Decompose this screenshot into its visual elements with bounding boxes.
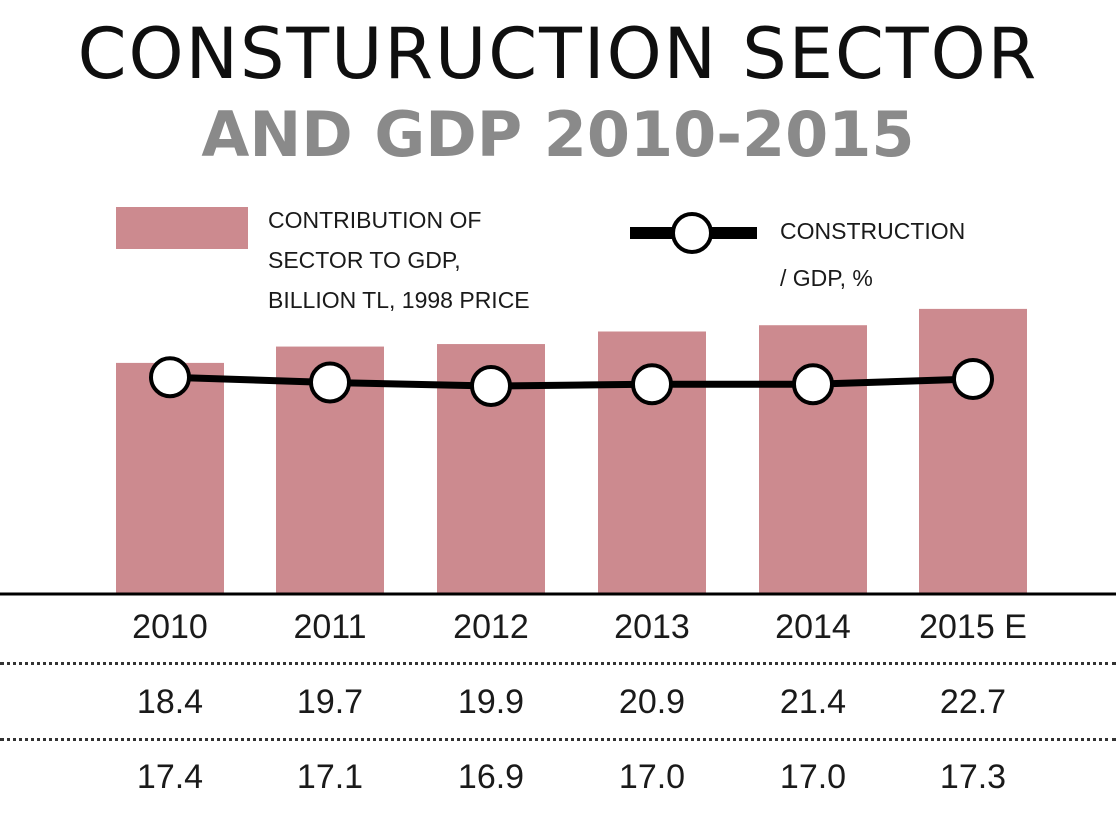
series-line-construction-gdp [169, 373, 974, 390]
legend-bar-label-line1: CONTRIBUTION OF [268, 207, 482, 233]
line-marker-2013 [631, 363, 673, 406]
table-value-share: 16.9 [458, 758, 524, 796]
x-tick-label: 2015 E [919, 608, 1027, 646]
line-marker-2011 [309, 361, 351, 404]
line-marker-2012 [470, 365, 512, 407]
table-value-share: 17.3 [940, 758, 1006, 796]
chart-title: CONSTURUCTION SECTOR [77, 13, 1039, 95]
legend-line-label-line2: / GDP, % [780, 265, 873, 291]
chart-subtitle: AND GDP 2010-2015 [201, 98, 915, 171]
x-tick-label: 2012 [453, 608, 529, 646]
table-value-contribution: 22.7 [940, 683, 1006, 721]
bar-2015-E [919, 308, 1027, 594]
table-value-contribution: 20.9 [619, 683, 685, 721]
table-value-contribution: 18.4 [137, 683, 203, 721]
x-tick-label: 2011 [293, 608, 366, 646]
table-value-contribution: 19.7 [297, 683, 363, 721]
table-value-contribution: 19.9 [458, 683, 524, 721]
line-marker-2010 [149, 356, 191, 399]
table-value-share: 17.0 [780, 758, 846, 796]
legend-bar-swatch [116, 207, 248, 249]
x-tick-label: 2013 [614, 608, 690, 646]
table-divider-1 [0, 662, 1116, 665]
legend-line-label-line1: CONSTRUCTION [780, 218, 966, 244]
line-marker-2014 [792, 363, 834, 406]
table-divider-2 [0, 738, 1116, 741]
table-value-share: 17.1 [297, 758, 363, 796]
x-tick-label: 2010 [132, 608, 208, 646]
legend-bar-label-line3: BILLION TL, 1998 PRICE [268, 287, 530, 313]
table-value-contribution: 21.4 [780, 683, 846, 721]
line-marker-2015-E [952, 358, 994, 400]
bar-2010 [116, 362, 224, 594]
legend-bar-label-line2: SECTOR TO GDP, [268, 247, 461, 273]
table-value-share: 17.4 [137, 758, 203, 796]
legend-line-marker-icon [630, 212, 757, 254]
table-value-share: 17.0 [619, 758, 685, 796]
x-tick-label: 2014 [775, 608, 851, 646]
